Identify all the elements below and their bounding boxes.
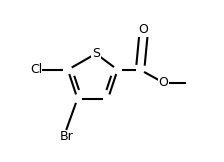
Text: Br: Br [59, 130, 73, 143]
Text: O: O [158, 76, 168, 89]
Text: S: S [92, 47, 100, 60]
Text: O: O [138, 23, 148, 36]
Text: Cl: Cl [30, 63, 42, 76]
